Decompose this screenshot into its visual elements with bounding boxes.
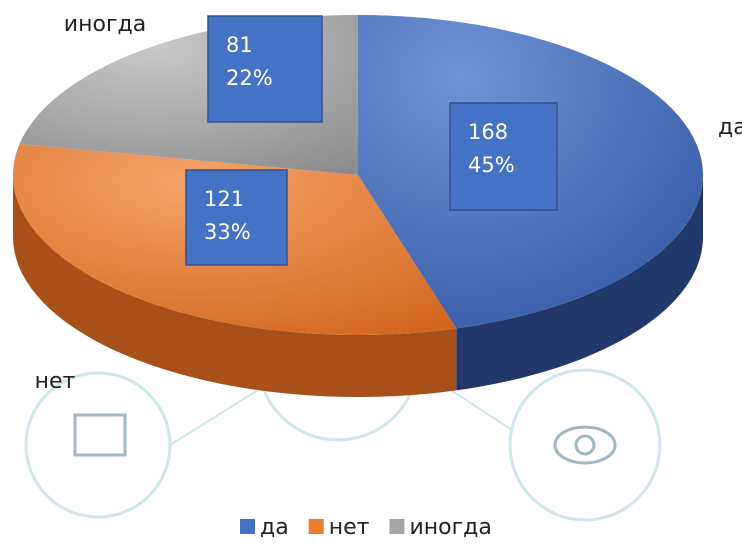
data-label-value: 168 bbox=[468, 120, 508, 144]
legend: да нет иногда bbox=[240, 515, 492, 540]
slice-side bbox=[456, 175, 703, 391]
data-label-box bbox=[185, 169, 288, 266]
legend-swatch bbox=[308, 519, 324, 534]
percent-sign: % bbox=[231, 220, 251, 244]
category-label: нет bbox=[35, 369, 76, 394]
percent-sign: % bbox=[495, 153, 515, 177]
category-label: иногда bbox=[64, 12, 146, 37]
category-label: да bbox=[718, 115, 742, 140]
slice-side bbox=[13, 175, 457, 397]
legend-label: нет bbox=[329, 515, 370, 540]
percent-sign: % bbox=[253, 66, 273, 90]
data-label-box bbox=[449, 102, 558, 211]
percent-number: 22 bbox=[226, 66, 253, 90]
legend-label: да bbox=[260, 515, 289, 540]
data-label-percent: 45% bbox=[468, 153, 515, 177]
data-label-percent: 22% bbox=[226, 66, 273, 90]
data-label-box bbox=[207, 15, 323, 123]
percent-number: 33 bbox=[204, 220, 231, 244]
legend-label: иногда bbox=[409, 515, 491, 540]
legend-swatch bbox=[389, 519, 405, 534]
legend-swatch bbox=[240, 519, 255, 534]
percent-number: 45 bbox=[468, 153, 495, 177]
pie bbox=[13, 15, 703, 397]
labels: 168 45% да 121 33% нет 81 22% иногда bbox=[35, 12, 742, 394]
data-label-value: 121 bbox=[204, 187, 244, 211]
data-label-percent: 33% bbox=[204, 220, 251, 244]
data-label-value: 81 bbox=[226, 33, 253, 57]
